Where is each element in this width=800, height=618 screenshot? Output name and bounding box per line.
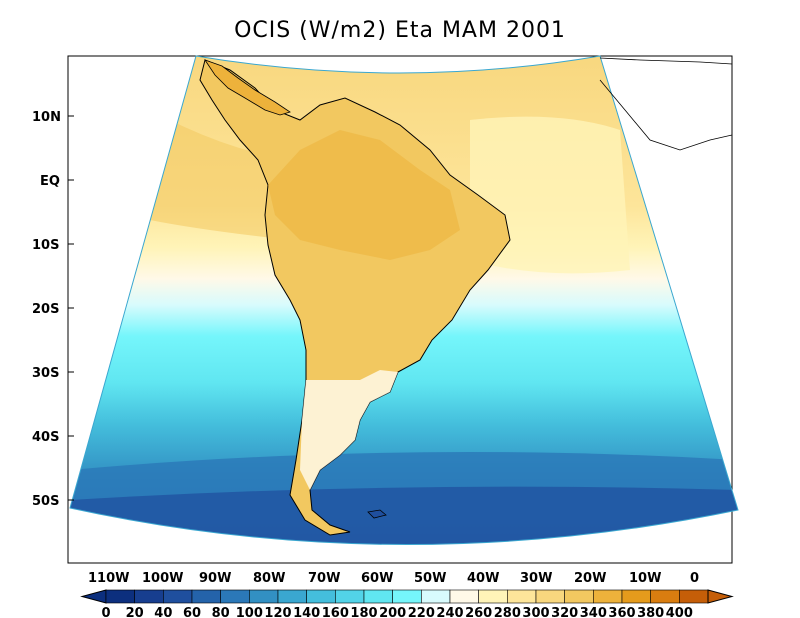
colorbar-label: 60 xyxy=(183,606,201,618)
colorbar-label: 40 xyxy=(154,606,172,618)
colorbar-arrow-right xyxy=(707,589,734,604)
colorbar-label: 340 xyxy=(580,606,607,618)
africa-coastline xyxy=(599,57,733,151)
colorbar-swatch xyxy=(535,589,565,604)
domain-outline xyxy=(69,55,739,545)
lon-tick-label: 10W xyxy=(629,571,661,586)
lat-tick-label: 20S xyxy=(32,302,59,317)
south-america-land xyxy=(199,59,511,536)
colorbar-arrow-left xyxy=(80,589,107,604)
colorbar-swatch xyxy=(277,589,307,604)
colorbar-swatch xyxy=(249,589,279,604)
colorbar-swatch xyxy=(593,589,623,604)
colorbar-swatch xyxy=(335,589,365,604)
colorbar-swatch xyxy=(220,589,250,604)
colorbar-label: 360 xyxy=(608,606,635,618)
colorbar-label: 0 xyxy=(101,606,110,618)
colorbar-swatch xyxy=(392,589,422,604)
lon-tick-label: 40W xyxy=(467,571,499,586)
lon-tick-label: 0 xyxy=(690,571,699,586)
colorbar-swatch xyxy=(449,589,479,604)
colorbar-label: 220 xyxy=(408,606,435,618)
lon-tick-label: 60W xyxy=(361,571,393,586)
lat-tick-label: 40S xyxy=(32,430,59,445)
colorbar-label: 200 xyxy=(379,606,406,618)
longitude-axis: 110W 100W 90W 80W 70W 60W 50W 40W 30W 20… xyxy=(88,571,699,586)
colorbar-label: 240 xyxy=(436,606,463,618)
colorbar-label: 20 xyxy=(126,606,144,618)
colorbar-label: 300 xyxy=(522,606,549,618)
colorbar-swatch xyxy=(650,589,680,604)
lon-tick-label: 70W xyxy=(308,571,340,586)
colorbar-swatch xyxy=(163,589,193,604)
colorbar-label: 400 xyxy=(666,606,693,618)
lon-tick-label: 20W xyxy=(574,571,606,586)
falklands xyxy=(367,509,387,519)
colorbar-swatch xyxy=(564,589,594,604)
colorbar-label: 180 xyxy=(350,606,377,618)
lat-tick-label: 10N xyxy=(32,110,61,125)
colorbar: 0 20 40 60 80 100 120 140 160 180 200 220 240 260 280 3… xyxy=(80,589,734,618)
map-title: OCIS (W/m2) Eta MAM 2001 xyxy=(234,18,566,43)
plot-frame xyxy=(67,55,733,564)
lat-tick-label: 50S xyxy=(32,494,59,509)
lon-tick-label: 80W xyxy=(253,571,285,586)
colorbar-swatch xyxy=(363,589,393,604)
colorbar-label: 380 xyxy=(637,606,664,618)
colorbar-label: 320 xyxy=(551,606,578,618)
colorbar-swatch xyxy=(191,589,221,604)
colorbar-label: 140 xyxy=(293,606,320,618)
lon-tick-label: 90W xyxy=(199,571,231,586)
colorbar-swatch xyxy=(105,589,135,604)
colorbar-swatch xyxy=(134,589,164,604)
latitude-axis: 10N EQ 10S 20S 30S 40S 50S xyxy=(32,110,74,509)
colorbar-label: 280 xyxy=(494,606,521,618)
colorbar-label: 260 xyxy=(465,606,492,618)
lat-tick-label: 10S xyxy=(32,238,59,253)
central-america xyxy=(204,59,291,116)
lat-tick-label: EQ xyxy=(40,174,60,189)
lon-tick-label: 100W xyxy=(142,571,183,586)
lat-tick-label: 30S xyxy=(32,366,59,381)
lon-tick-label: 110W xyxy=(88,571,129,586)
colorbar-swatch xyxy=(679,589,709,604)
colorbar-swatch xyxy=(421,589,451,604)
colorbar-swatch xyxy=(478,589,508,604)
lon-tick-label: 50W xyxy=(414,571,446,586)
colorbar-label: 100 xyxy=(236,606,263,618)
colorbar-label: 120 xyxy=(264,606,291,618)
colorbar-swatch xyxy=(507,589,537,604)
colorbar-swatch xyxy=(621,589,651,604)
colorbar-label: 80 xyxy=(212,606,230,618)
colorbar-label: 160 xyxy=(322,606,349,618)
colorbar-swatch xyxy=(306,589,336,604)
lon-tick-label: 30W xyxy=(520,571,552,586)
